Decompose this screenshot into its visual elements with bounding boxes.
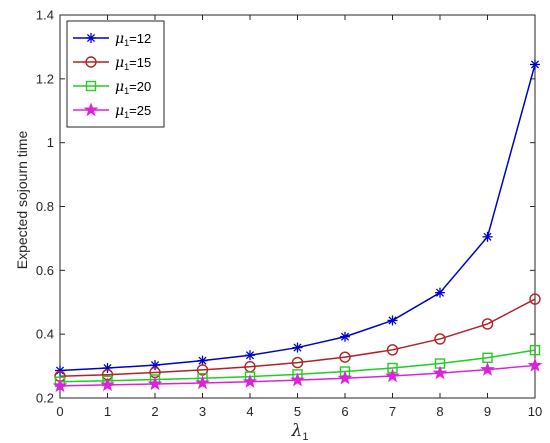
data-point <box>340 331 350 342</box>
y-axis-label: Expected sojourn time <box>14 131 30 270</box>
y-tick-label: 0.6 <box>36 263 54 278</box>
y-tick-label: 0.8 <box>36 199 54 214</box>
data-point <box>242 374 258 388</box>
x-tick-label: 10 <box>528 404 542 419</box>
x-axis-subscript: 1 <box>302 431 308 443</box>
legend-label: μ1=20 <box>115 79 151 96</box>
data-point <box>432 365 448 380</box>
legend-item: μ1=20 <box>73 79 151 96</box>
data-point <box>292 342 303 353</box>
y-tick-label: 0.2 <box>36 391 54 406</box>
legend-marker <box>83 102 99 117</box>
data-point <box>55 365 65 376</box>
y-tick-label: 1.4 <box>36 8 54 23</box>
legend-item: μ1=25 <box>73 102 151 120</box>
y-tick-label: 1 <box>47 135 54 150</box>
x-tick-label: 8 <box>436 404 443 419</box>
x-tick-label: 1 <box>104 404 111 419</box>
x-tick-label: 4 <box>246 404 253 419</box>
legend-label: μ1=15 <box>115 55 151 72</box>
data-point <box>435 287 445 298</box>
series-line <box>59 298 536 378</box>
axis-ticks: 0 1 2 3 4 5 6 7 8 9 10 0.2 0.4 0.6 0.8 1 1.2 1.4 <box>36 8 542 420</box>
x-tick-label: 2 <box>151 404 158 419</box>
data-point <box>482 231 493 242</box>
x-tick-label: 5 <box>294 404 301 419</box>
x-tick-label: 6 <box>341 404 348 419</box>
data-point <box>527 357 543 372</box>
x-axis-label: λ1 <box>291 421 309 443</box>
data-point <box>245 350 255 361</box>
y-tick-label: 0.4 <box>36 327 54 342</box>
x-tick-label: 7 <box>389 404 396 419</box>
data-point <box>386 344 399 356</box>
data-point <box>291 356 304 369</box>
legend-item: μ1=15 <box>73 55 151 72</box>
data-point <box>290 372 305 387</box>
x-tick-label: 9 <box>484 404 491 419</box>
data-point <box>529 293 541 305</box>
series-1 <box>54 293 541 382</box>
legend-label: μ1=25 <box>115 103 151 120</box>
x-tick-label: 0 <box>56 404 63 419</box>
data-point <box>197 355 208 366</box>
data-point <box>480 361 495 376</box>
data-point <box>196 364 209 376</box>
data-point <box>385 368 400 383</box>
data-point <box>530 59 540 70</box>
y-tick-label: 1.2 <box>36 71 54 86</box>
data-point <box>481 318 494 330</box>
series-3 <box>52 357 543 393</box>
data-point <box>434 333 446 345</box>
legend-label: μ1=12 <box>115 31 151 48</box>
x-tick-label: 3 <box>199 404 206 419</box>
data-point <box>337 370 353 385</box>
data-point <box>52 378 68 393</box>
data-point <box>387 315 398 326</box>
data-point <box>339 351 351 363</box>
data-point <box>195 375 210 390</box>
legend-item: μ1=12 <box>73 31 151 48</box>
legend-marker <box>85 80 97 92</box>
data-point <box>100 377 115 392</box>
data-point <box>529 344 541 356</box>
data-point <box>147 376 163 391</box>
legend: μ1=12 μ1=15 μ1=20 μ1=25 <box>66 20 165 128</box>
legend-marker <box>86 33 96 43</box>
series-layer <box>52 59 543 393</box>
x-axis-symbol: λ <box>291 421 303 441</box>
legend-marker <box>85 56 97 68</box>
